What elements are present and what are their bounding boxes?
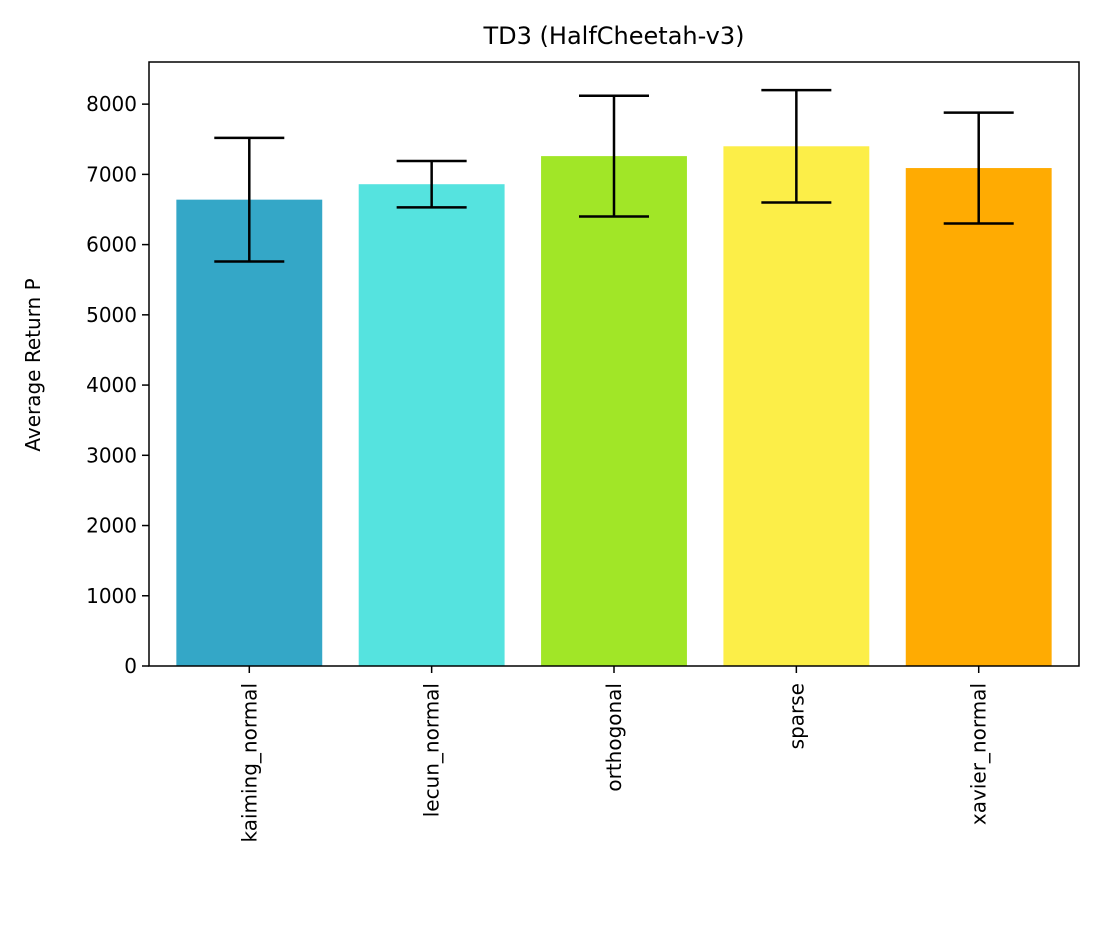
y-tick-label: 4000: [86, 373, 137, 397]
y-tick-label: 3000: [86, 443, 137, 467]
chart-title: TD3 (HalfCheetah-v3): [483, 22, 745, 50]
error-bar-sparse: [761, 88, 832, 204]
y-tick-label: 6000: [86, 233, 137, 257]
y-tick-label: 7000: [86, 162, 137, 186]
bars-group: [176, 146, 1052, 667]
error-bar-kaiming_normal: [214, 136, 285, 263]
y-tick-label: 8000: [86, 92, 137, 116]
x-axis-ticks: kaiming_normal lecun_normal orthogonal spar…: [237, 666, 991, 843]
error-bar-orthogonal: [579, 94, 649, 218]
x-tick-label: lecun_normal: [420, 683, 444, 817]
y-tick-label: 5000: [86, 303, 137, 327]
y-tick-label: 1000: [86, 584, 137, 608]
bar-lecun_normal: [358, 184, 505, 666]
plot-frame: [148, 61, 1080, 667]
bar-orthogonal: [541, 156, 687, 666]
bar-kaiming_normal: [176, 199, 323, 666]
x-tick-label: xavier_normal: [967, 683, 991, 825]
y-axis-ticks: 0 1000 2000 3000 4000 5000 6000 7000 8000: [86, 92, 149, 678]
x-tick-label: orthogonal: [602, 683, 626, 792]
x-tick-label: kaiming_normal: [237, 683, 261, 843]
error-bars-group: [214, 88, 1014, 263]
bar-xavier_normal: [905, 168, 1052, 667]
x-tick-label: sparse: [784, 683, 808, 749]
error-bar-lecun_normal: [396, 159, 467, 209]
bar-sparse: [723, 146, 870, 667]
y-axis-label: Average Return P: [21, 278, 45, 451]
y-tick-label: 2000: [86, 514, 137, 538]
y-tick-label: 0: [124, 654, 137, 678]
error-bar-xavier_normal: [943, 111, 1014, 225]
